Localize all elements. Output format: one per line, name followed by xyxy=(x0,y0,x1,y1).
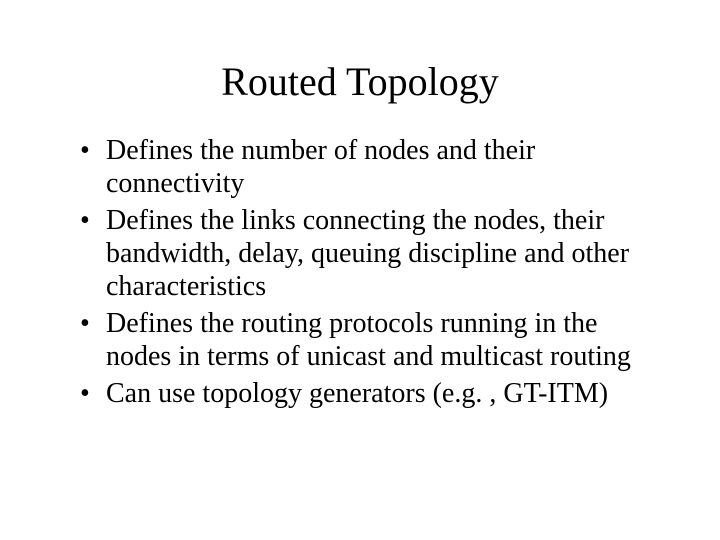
bullet-list: Defines the number of nodes and their co… xyxy=(80,134,660,410)
list-item: Defines the links connecting the nodes, … xyxy=(80,204,660,303)
list-item: Defines the routing protocols running in… xyxy=(80,307,660,373)
list-item: Defines the number of nodes and their co… xyxy=(80,134,660,200)
list-item: Can use topology generators (e.g. , GT-I… xyxy=(80,377,660,410)
slide: Routed Topology Defines the number of no… xyxy=(0,0,720,540)
slide-title: Routed Topology xyxy=(60,60,660,104)
